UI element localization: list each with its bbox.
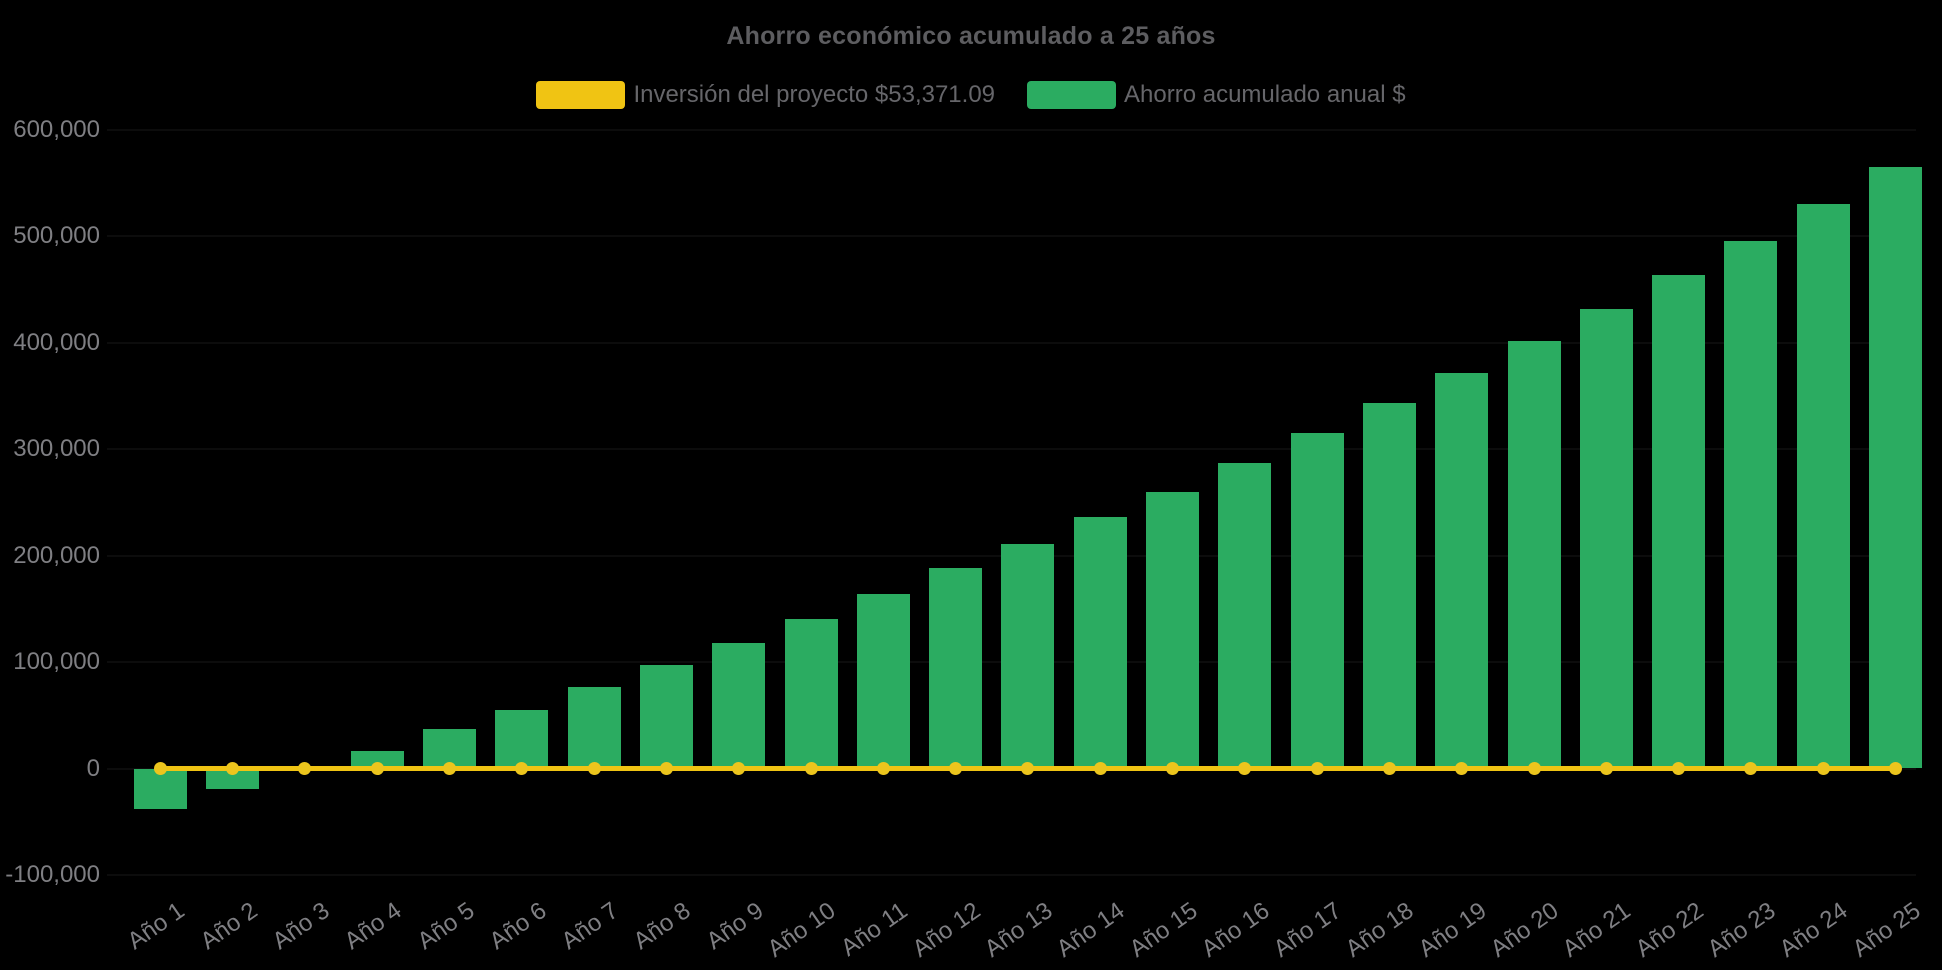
investment-marker-year-9[interactable] <box>732 762 746 775</box>
x-axis-label: Año 3 <box>267 897 335 956</box>
x-axis-label: Año 8 <box>629 897 696 956</box>
bar-year-24[interactable] <box>1796 204 1850 769</box>
x-axis-label: Año 1 <box>122 897 190 956</box>
investment-marker-year-8[interactable] <box>659 762 673 775</box>
savings-swatch <box>1027 81 1117 109</box>
y-axis-label: 300,000 <box>13 435 100 463</box>
bar-year-25[interactable] <box>1869 167 1922 769</box>
investment-marker-year-13[interactable] <box>1021 762 1035 775</box>
y-axis-label: 400,000 <box>13 328 100 356</box>
bar-year-13[interactable] <box>1001 543 1055 769</box>
x-axis-label: Año 24 <box>1774 897 1853 963</box>
investment-marker-year-19[interactable] <box>1455 762 1469 775</box>
gridline <box>107 235 1916 238</box>
y-axis-label: 200,000 <box>13 541 100 569</box>
legend-label-investment: Inversión del proyecto $53,371.09 <box>633 81 996 108</box>
x-axis-label: Año 2 <box>195 897 263 956</box>
x-axis-label: Año 15 <box>1124 897 1202 963</box>
y-axis-label: 600,000 <box>13 115 100 143</box>
x-axis-label: Año 20 <box>1485 897 1564 963</box>
y-axis-label: 0 <box>86 754 100 782</box>
bar-year-1[interactable] <box>133 768 187 810</box>
investment-marker-year-2[interactable] <box>226 762 240 775</box>
investment-marker-year-20[interactable] <box>1527 762 1541 775</box>
x-axis-label: Año 23 <box>1702 897 1781 963</box>
investment-marker-year-21[interactable] <box>1599 762 1613 775</box>
x-axis-label: Año 6 <box>484 897 552 956</box>
y-axis-label: 100,000 <box>13 648 100 676</box>
bar-year-7[interactable] <box>567 686 621 769</box>
chart-title: Ahorro económico acumulado a 25 años <box>726 22 1216 50</box>
bar-year-21[interactable] <box>1579 308 1633 769</box>
x-axis-label: Año 10 <box>762 897 841 963</box>
investment-marker-year-12[interactable] <box>949 762 963 775</box>
investment-marker-year-23[interactable] <box>1744 762 1758 775</box>
investment-marker-year-1[interactable] <box>153 762 167 775</box>
bar-year-16[interactable] <box>1218 462 1272 769</box>
bar-year-8[interactable] <box>639 665 693 769</box>
x-axis-label: Año 21 <box>1557 897 1636 963</box>
gridline <box>107 873 1916 876</box>
y-axis-label: -100,000 <box>5 860 100 888</box>
investment-marker-year-18[interactable] <box>1382 762 1396 775</box>
x-axis-label: Año 18 <box>1341 897 1419 963</box>
investment-marker-year-15[interactable] <box>1166 762 1179 775</box>
bar-year-2[interactable] <box>206 768 260 789</box>
bar-year-10[interactable] <box>784 619 838 769</box>
gridline <box>107 341 1916 344</box>
x-axis-label: Año 17 <box>1268 897 1347 963</box>
bar-year-23[interactable] <box>1724 240 1778 769</box>
x-axis-label: Año 9 <box>701 897 769 956</box>
bar-year-14[interactable] <box>1073 517 1127 769</box>
x-axis-label: Año 13 <box>979 897 1058 963</box>
bar-year-19[interactable] <box>1435 372 1489 769</box>
bar-year-22[interactable] <box>1652 274 1706 769</box>
bar-year-15[interactable] <box>1146 491 1199 769</box>
bar-year-17[interactable] <box>1290 433 1344 769</box>
bar-year-6[interactable] <box>495 709 549 769</box>
x-axis-label: Año 4 <box>339 897 407 956</box>
investment-marker-year-7[interactable] <box>587 762 601 775</box>
x-axis-label: Año 7 <box>556 897 624 956</box>
x-axis-label: Año 19 <box>1413 897 1492 963</box>
investment-marker-year-10[interactable] <box>804 762 818 775</box>
investment-marker-year-3[interactable] <box>298 762 312 775</box>
bar-year-11[interactable] <box>856 593 910 769</box>
legend-item-investment[interactable]: Inversión del proyecto $53,371.09 <box>536 81 995 109</box>
investment-swatch <box>536 81 626 109</box>
legend-item-savings[interactable]: Ahorro acumulado anual $ <box>1027 81 1406 109</box>
bar-year-20[interactable] <box>1507 340 1561 769</box>
investment-marker-year-6[interactable] <box>515 762 529 775</box>
bar-year-18[interactable] <box>1362 403 1416 769</box>
x-axis-label: Año 5 <box>412 897 479 956</box>
investment-marker-year-16[interactable] <box>1238 762 1252 775</box>
y-axis-label: 500,000 <box>13 222 100 250</box>
gridline <box>107 128 1916 131</box>
investment-marker-year-25[interactable] <box>1889 762 1902 775</box>
investment-marker-year-22[interactable] <box>1672 762 1686 775</box>
x-axis-label: Año 14 <box>1051 897 1130 963</box>
x-axis-label: Año 22 <box>1630 897 1709 963</box>
investment-marker-year-14[interactable] <box>1093 762 1107 775</box>
x-axis-label: Año 11 <box>836 897 913 962</box>
bar-year-5[interactable] <box>423 729 476 769</box>
bar-year-9[interactable] <box>712 642 766 769</box>
investment-marker-year-11[interactable] <box>876 762 890 775</box>
investment-marker-year-17[interactable] <box>1310 762 1324 775</box>
x-axis-label: Año 25 <box>1847 897 1925 963</box>
investment-marker-year-5[interactable] <box>443 762 456 775</box>
bar-year-4[interactable] <box>350 750 404 769</box>
legend-label-savings: Ahorro acumulado anual $ <box>1124 81 1406 108</box>
x-axis-label: Año 12 <box>907 897 986 963</box>
investment-marker-year-24[interactable] <box>1816 762 1830 775</box>
x-axis-label: Año 16 <box>1196 897 1275 963</box>
bar-year-12[interactable] <box>929 568 983 769</box>
investment-marker-year-4[interactable] <box>370 762 384 775</box>
gridline <box>107 448 1916 451</box>
legend: Inversión del proyecto $53,371.09 Ahorro… <box>0 81 1942 109</box>
